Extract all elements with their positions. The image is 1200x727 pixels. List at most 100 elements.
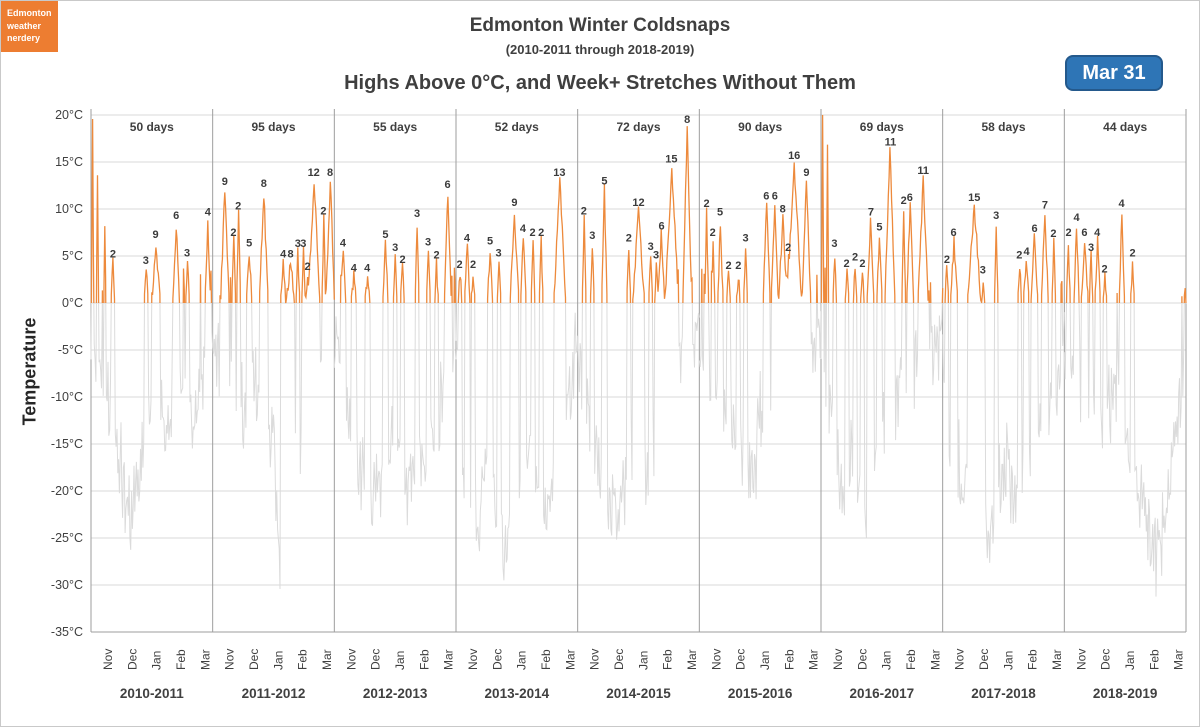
brand-badge-line: weather	[7, 20, 42, 31]
streak-length-annotation: 4	[520, 223, 527, 235]
streak-length-annotation: 2	[944, 254, 950, 266]
brand-badge: Edmonton weather nerdery	[1, 1, 58, 52]
streak-length-annotation: 4	[351, 263, 358, 275]
month-tick-label: Dec	[490, 649, 504, 670]
y-tick-label: -20°C	[51, 484, 83, 498]
streak-length-annotation: 3	[295, 238, 301, 250]
streak-length-annotation: 8	[780, 204, 786, 216]
streak-length-annotation: 6	[659, 220, 665, 232]
streak-length-annotation: 3	[300, 238, 306, 250]
daily-high-series-below-zero	[212, 303, 323, 590]
streak-length-annotation: 2	[320, 205, 326, 217]
streak-length-annotation: 2	[470, 259, 476, 271]
month-tick-label: Jan	[393, 651, 407, 670]
streak-length-annotation: 8	[287, 249, 293, 261]
month-tick-label: Feb	[539, 649, 553, 670]
streak-length-annotation: 2	[626, 233, 632, 245]
streak-length-annotation: 3	[980, 265, 986, 277]
season-label: 2014-2015	[606, 686, 671, 701]
daily-high-series-above-zero	[219, 181, 335, 303]
month-tick-label: Mar	[320, 649, 334, 670]
month-tick-label: Mar	[198, 649, 212, 670]
streak-length-annotation: 6	[763, 190, 769, 202]
daily-high-series-above-zero	[820, 114, 944, 303]
month-tick-label: Jan	[515, 651, 529, 670]
streak-length-annotation: 2	[843, 258, 849, 270]
daily-high-series-below-zero	[942, 303, 1065, 563]
streak-length-annotation: 2	[235, 201, 241, 213]
streak-length-annotation: 2	[110, 249, 116, 261]
y-tick-label: 15°C	[55, 155, 83, 169]
daily-high-series-below-zero	[698, 303, 822, 500]
month-tick-label: Nov	[466, 649, 480, 670]
streak-length-annotation: 6	[772, 190, 778, 202]
y-axis-title: Temperature	[19, 317, 40, 426]
streak-length-annotation: 6	[1031, 223, 1037, 235]
days-above-zero-label: 55 days	[373, 120, 417, 134]
month-tick-label: Dec	[734, 649, 748, 670]
streak-length-annotation: 2	[230, 227, 236, 239]
streak-length-annotation: 2	[399, 254, 405, 266]
days-above-zero-label: 52 days	[495, 120, 539, 134]
days-above-zero-label: 44 days	[1103, 120, 1147, 134]
month-tick-label: Dec	[1099, 649, 1113, 670]
streak-length-annotation: 9	[152, 229, 158, 241]
streak-length-annotation: 6	[173, 210, 179, 222]
daily-high-series-above-zero	[457, 177, 567, 303]
season-label: 2018-2019	[1093, 686, 1158, 701]
y-tick-label: -5°C	[58, 343, 83, 357]
streak-length-annotation: 9	[222, 176, 228, 188]
y-tick-label: -15°C	[51, 437, 83, 451]
streak-length-annotation: 2	[785, 242, 791, 254]
streak-length-annotation: 7	[868, 206, 874, 218]
streak-length-annotation: 6	[444, 179, 450, 191]
month-tick-label: Feb	[1147, 649, 1161, 670]
days-above-zero-label: 69 days	[860, 120, 904, 134]
month-tick-label: Mar	[928, 649, 942, 670]
streak-length-annotation: 2	[859, 258, 865, 270]
streak-length-annotation: 2	[1101, 264, 1107, 276]
date-button[interactable]: Mar 31	[1065, 55, 1163, 91]
streak-length-annotation: 4	[205, 206, 212, 218]
streak-length-annotation: 6	[907, 192, 913, 204]
streak-length-annotation: 3	[589, 230, 595, 242]
month-tick-label: Nov	[588, 649, 602, 670]
y-tick-label: -35°C	[51, 625, 83, 639]
streak-length-annotation: 11	[885, 137, 897, 149]
season-label: 2012-2013	[363, 686, 428, 701]
month-tick-label: Dec	[612, 649, 626, 670]
month-tick-label: Jan	[1001, 651, 1015, 670]
streak-length-annotation: 2	[581, 205, 587, 217]
streak-length-annotation: 5	[717, 206, 723, 218]
days-above-zero-label: 90 days	[738, 120, 782, 134]
month-tick-label: Jan	[636, 651, 650, 670]
month-tick-label: Mar	[685, 649, 699, 670]
chart-title: Edmonton Winter Coldsnaps	[469, 15, 731, 36]
streak-length-annotation: 2	[704, 198, 710, 210]
streak-length-annotation: 12	[308, 167, 320, 179]
month-tick-label: Nov	[953, 649, 967, 670]
brand-badge-line: Edmonton	[7, 8, 52, 18]
days-above-zero-label: 50 days	[130, 120, 174, 134]
y-tick-label: -10°C	[51, 390, 83, 404]
streak-length-annotation: 3	[392, 242, 398, 254]
streak-length-annotation: 2	[433, 250, 439, 262]
month-tick-label: Dec	[855, 649, 869, 670]
month-tick-label: Nov	[831, 649, 845, 670]
streak-length-annotation: 5	[246, 237, 252, 249]
streak-length-annotation: 8	[684, 114, 690, 126]
streak-length-annotation: 3	[831, 238, 837, 250]
streak-length-annotation: 3	[425, 236, 431, 248]
streak-length-annotation: 2	[901, 195, 907, 207]
daily-high-series-above-zero	[700, 162, 819, 303]
streak-length-annotation: 2	[305, 261, 311, 273]
month-tick-label: Jan	[1123, 651, 1137, 670]
streak-length-annotation: 4	[340, 237, 347, 249]
season-label: 2010-2011	[120, 686, 184, 701]
daily-high-series-above-zero	[339, 196, 457, 303]
streak-length-annotation: 5	[876, 221, 882, 233]
streak-length-annotation: 3	[993, 210, 999, 222]
streak-length-annotation: 3	[496, 248, 502, 260]
